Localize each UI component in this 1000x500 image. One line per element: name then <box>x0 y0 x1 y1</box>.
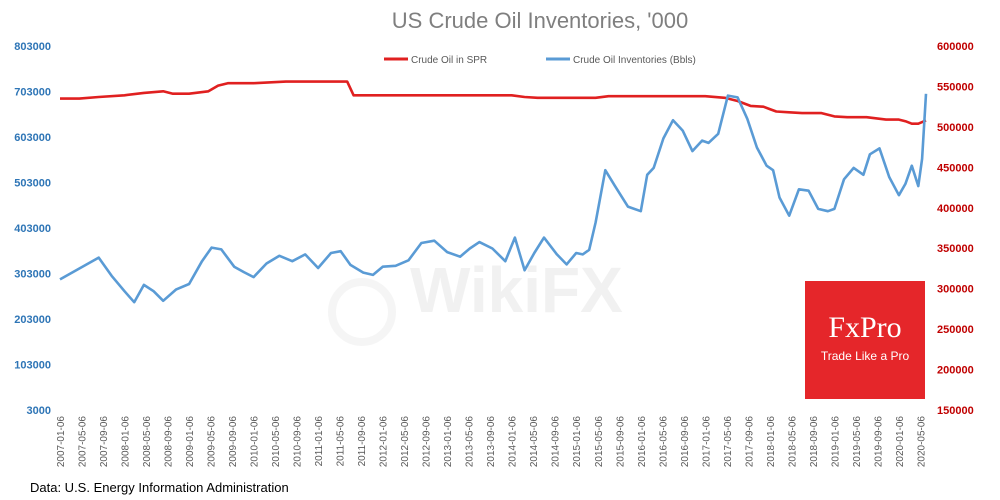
x-tick-label: 2011-09-06 <box>357 416 368 467</box>
x-tick-label: 2014-01-06 <box>508 416 519 468</box>
legend-label-inventories: Crude Oil Inventories (Bbls) <box>573 55 696 66</box>
y-right-tick-label: 400000 <box>937 203 974 215</box>
x-tick-label: 2016-01-06 <box>637 416 648 468</box>
y-left-tick-label: 203000 <box>14 314 51 326</box>
x-tick-label: 2019-01-06 <box>830 416 841 468</box>
legend-label-spr: Crude Oil in SPR <box>411 55 487 66</box>
y-right-tick-label: 450000 <box>937 162 974 174</box>
logo-tagline: Trade Like a Pro <box>820 349 910 363</box>
y-right-tick-label: 500000 <box>937 122 974 134</box>
x-tick-label: 2017-05-06 <box>723 416 734 468</box>
x-tick-label: 2016-09-06 <box>680 416 691 468</box>
y-left-tick-label: 603000 <box>14 132 51 144</box>
y-left-tick-label: 103000 <box>14 360 51 372</box>
x-tick-label: 2020-01-06 <box>895 416 906 468</box>
y-right-tick-label: 200000 <box>937 365 974 377</box>
x-tick-label: 2018-09-06 <box>809 416 820 468</box>
source-note: Data: U.S. Energy Information Administra… <box>30 480 289 495</box>
series-line-spr <box>60 80 927 125</box>
y-right-tick-label: 300000 <box>937 284 974 296</box>
x-tick-label: 2013-05-06 <box>465 416 476 468</box>
series-line-inventories <box>59 93 928 304</box>
x-tick-label: 2012-05-06 <box>400 416 411 468</box>
x-tick-label: 2009-01-06 <box>185 416 196 468</box>
y-left-tick-label: 3000 <box>27 405 51 417</box>
x-tick-label: 2017-09-06 <box>744 416 755 468</box>
y-left-tick-label: 403000 <box>14 223 51 235</box>
y-right-tick-label: 250000 <box>937 324 974 336</box>
y-left-tick-label: 503000 <box>14 178 51 190</box>
x-tick-label: 2019-09-06 <box>873 416 884 468</box>
x-tick-label: 2010-09-06 <box>293 416 304 468</box>
y-left-tick-label: 703000 <box>14 87 51 99</box>
x-tick-label: 2018-01-06 <box>766 416 777 468</box>
x-tick-label: 2012-01-06 <box>379 416 390 468</box>
y-right-tick-label: 350000 <box>937 243 974 255</box>
x-tick-label: 2017-01-06 <box>701 416 712 468</box>
x-tick-label: 2015-09-06 <box>615 416 626 468</box>
watermark-logo-icon <box>328 278 396 346</box>
x-tick-label: 2015-05-06 <box>594 416 605 468</box>
x-tick-label: 2007-01-06 <box>56 416 67 468</box>
x-axis: 2007-01-06 2007-05-06 2007-09-06 2008-01-06… <box>56 416 927 468</box>
x-tick-label: 2008-09-06 <box>164 416 175 468</box>
x-tick-label: 2014-09-06 <box>551 416 562 468</box>
x-tick-label: 2010-01-06 <box>250 416 261 468</box>
chart-title: US Crude Oil Inventories, '000 <box>392 8 688 33</box>
x-tick-label: 2012-09-06 <box>422 416 433 468</box>
x-tick-label: 2010-05-06 <box>271 416 282 468</box>
y-right-tick-label: 550000 <box>937 81 974 93</box>
logo-name: FxPro <box>828 311 902 344</box>
x-tick-label: 2014-05-06 <box>529 416 540 468</box>
y-right-tick-label: 150000 <box>937 405 974 417</box>
fxpro-logo: FxPro Trade Like a Pro <box>805 281 925 399</box>
x-tick-label: 2013-01-06 <box>443 416 454 468</box>
y-left-tick-label: 803000 <box>14 41 51 53</box>
x-tick-label: 2018-05-06 <box>787 416 798 468</box>
x-tick-label: 2011-01-06 <box>314 416 325 467</box>
legend: Crude Oil in SPR Crude Oil Inventories (… <box>384 55 696 66</box>
y-right-tick-label: 600000 <box>937 41 974 53</box>
x-tick-label: 2008-05-06 <box>142 416 153 468</box>
x-tick-label: 2013-09-06 <box>486 416 497 468</box>
x-tick-label: 2015-01-06 <box>572 416 583 468</box>
watermark-text: WikiFX <box>410 254 623 326</box>
x-tick-label: 2008-01-06 <box>121 416 132 468</box>
x-tick-label: 2020-05-06 <box>916 416 927 468</box>
y-left-tick-label: 303000 <box>14 269 51 281</box>
watermark: WikiFX <box>328 254 623 346</box>
x-tick-label: 2016-05-06 <box>658 416 669 468</box>
y-axis-right: 600000 550000 500000 450000 400000 350000 3000… <box>937 41 974 417</box>
x-tick-label: 2019-05-06 <box>852 416 863 468</box>
x-tick-label: 2007-09-06 <box>99 416 110 468</box>
x-tick-label: 2009-09-06 <box>228 416 239 468</box>
x-tick-label: 2009-05-06 <box>207 416 218 468</box>
x-tick-label: 2007-05-06 <box>78 416 89 468</box>
x-tick-label: 2011-05-06 <box>336 416 347 467</box>
y-axis-left: 803000 703000 603000 503000 403000 303000 2030… <box>14 41 51 417</box>
